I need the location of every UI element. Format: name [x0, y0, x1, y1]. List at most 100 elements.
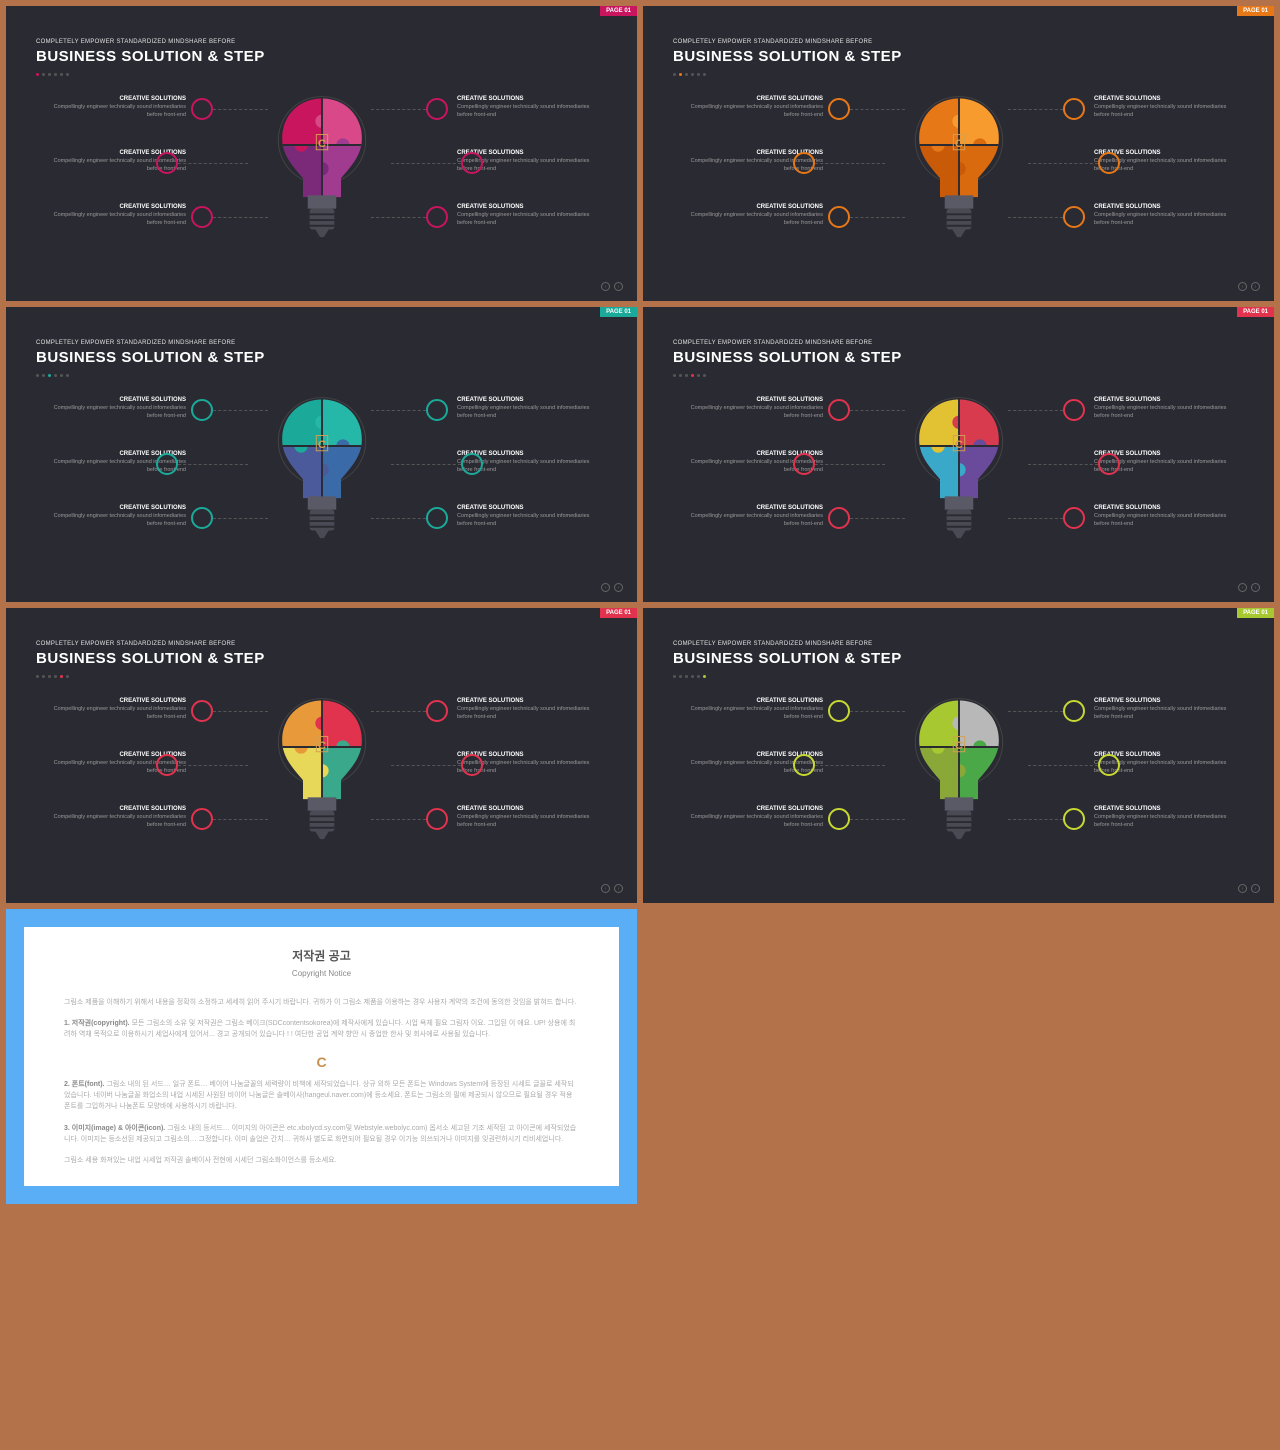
lightbulb-puzzle-icon: C — [274, 91, 369, 256]
title: BUSINESS SOLUTION & STEP — [673, 349, 902, 366]
callout-title: CREATIVE SOLUTIONS — [457, 96, 592, 102]
svg-text:C: C — [954, 740, 962, 752]
page-tag: PAGE 01 — [1237, 608, 1274, 618]
callout-block: CREATIVE SOLUTIONS Compellingly engineer… — [1094, 96, 1229, 119]
callout-block: CREATIVE SOLUTIONS Compellingly engineer… — [688, 397, 823, 420]
copyright-p5: 그림소 세용 화져있는 내업 시세업 저작권 솔베이사 전현에 시세던 그림소화… — [64, 1155, 579, 1166]
callout-title: CREATIVE SOLUTIONS — [51, 806, 186, 812]
accent-circle — [426, 808, 448, 830]
nav-prev-icon[interactable]: ‹ — [601, 884, 610, 893]
copyright-slide: 저작권 공고 Copyright Notice 그림소 제품을 이해하기 위해서… — [6, 909, 637, 1204]
nav-arrows[interactable]: ‹ › — [1238, 884, 1260, 893]
callout-block: CREATIVE SOLUTIONS Compellingly engineer… — [457, 397, 592, 420]
callout-body: Compellingly engineer technically sound … — [1094, 405, 1229, 420]
accent-circle — [828, 98, 850, 120]
callout-body: Compellingly engineer technically sound … — [1094, 814, 1229, 829]
callout-block: CREATIVE SOLUTIONS Compellingly engineer… — [51, 204, 186, 227]
accent-circle — [1098, 453, 1120, 475]
nav-next-icon[interactable]: › — [614, 884, 623, 893]
callout-body: Compellingly engineer technically sound … — [1094, 706, 1229, 721]
nav-next-icon[interactable]: › — [614, 583, 623, 592]
callout-title: CREATIVE SOLUTIONS — [1094, 397, 1229, 403]
title: BUSINESS SOLUTION & STEP — [36, 48, 265, 65]
nav-arrows[interactable]: ‹ › — [601, 583, 623, 592]
empty-cell — [643, 909, 1274, 1204]
lightbulb-puzzle-icon: C — [274, 392, 369, 557]
callout-block: CREATIVE SOLUTIONS Compellingly engineer… — [51, 397, 186, 420]
callout-block: CREATIVE SOLUTIONS Compellingly engineer… — [1094, 505, 1229, 528]
callout-block: CREATIVE SOLUTIONS Compellingly engineer… — [1094, 698, 1229, 721]
callout-body: Compellingly engineer technically sound … — [457, 706, 592, 721]
slide-6: PAGE 01 COMPLETELY EMPOWER STANDARDIZED … — [643, 608, 1274, 903]
accent-circle — [191, 808, 213, 830]
accent-circle — [461, 152, 483, 174]
callout-body: Compellingly engineer technically sound … — [688, 706, 823, 721]
accent-circle — [1098, 152, 1120, 174]
lightbulb-puzzle-icon: C — [911, 392, 1006, 557]
slide-5: PAGE 01 COMPLETELY EMPOWER STANDARDIZED … — [6, 608, 637, 903]
indicator-dots — [36, 73, 69, 76]
callout-body: Compellingly engineer technically sound … — [51, 814, 186, 829]
accent-circle — [1063, 399, 1085, 421]
accent-circle — [461, 453, 483, 475]
nav-prev-icon[interactable]: ‹ — [601, 282, 610, 291]
callout-title: CREATIVE SOLUTIONS — [457, 806, 592, 812]
accent-circle — [426, 206, 448, 228]
nav-arrows[interactable]: ‹ › — [1238, 583, 1260, 592]
subtitle: COMPLETELY EMPOWER STANDARDIZED MINDSHAR… — [36, 340, 235, 346]
callout-title: CREATIVE SOLUTIONS — [457, 204, 592, 210]
copyright-panel: 저작권 공고 Copyright Notice 그림소 제품을 이해하기 위해서… — [24, 927, 619, 1186]
accent-circle — [828, 700, 850, 722]
nav-next-icon[interactable]: › — [1251, 583, 1260, 592]
page-tag: PAGE 01 — [600, 6, 637, 16]
callout-body: Compellingly engineer technically sound … — [457, 212, 592, 227]
callout-block: CREATIVE SOLUTIONS Compellingly engineer… — [51, 96, 186, 119]
indicator-dots — [673, 73, 706, 76]
nav-next-icon[interactable]: › — [614, 282, 623, 291]
accent-circle — [1063, 700, 1085, 722]
page-tag: PAGE 01 — [600, 307, 637, 317]
callout-block: CREATIVE SOLUTIONS Compellingly engineer… — [457, 698, 592, 721]
bulb-graphic: C — [274, 392, 369, 557]
copyright-p2: 1. 저작권(copyright). 모든 그림소의 소유 및 저작권은 그림소… — [64, 1018, 579, 1040]
nav-arrows[interactable]: ‹ › — [601, 884, 623, 893]
callout-title: CREATIVE SOLUTIONS — [688, 806, 823, 812]
nav-next-icon[interactable]: › — [1251, 282, 1260, 291]
callout-block: CREATIVE SOLUTIONS Compellingly engineer… — [1094, 806, 1229, 829]
title: BUSINESS SOLUTION & STEP — [673, 650, 902, 667]
callout-block: CREATIVE SOLUTIONS Compellingly engineer… — [51, 698, 186, 721]
callout-block: CREATIVE SOLUTIONS Compellingly engineer… — [457, 505, 592, 528]
callout-title: CREATIVE SOLUTIONS — [688, 698, 823, 704]
nav-arrows[interactable]: ‹ › — [601, 282, 623, 291]
callout-block: CREATIVE SOLUTIONS Compellingly engineer… — [688, 698, 823, 721]
accent-circle — [828, 507, 850, 529]
indicator-dots — [36, 374, 69, 377]
nav-prev-icon[interactable]: ‹ — [1238, 583, 1247, 592]
bulb-graphic: C — [911, 91, 1006, 256]
nav-arrows[interactable]: ‹ › — [1238, 282, 1260, 291]
callout-body: Compellingly engineer technically sound … — [688, 212, 823, 227]
subtitle: COMPLETELY EMPOWER STANDARDIZED MINDSHAR… — [673, 39, 872, 45]
callout-body: Compellingly engineer technically sound … — [688, 104, 823, 119]
nav-prev-icon[interactable]: ‹ — [1238, 884, 1247, 893]
callout-body: Compellingly engineer technically sound … — [1094, 212, 1229, 227]
subtitle: COMPLETELY EMPOWER STANDARDIZED MINDSHAR… — [36, 39, 235, 45]
callout-body: Compellingly engineer technically sound … — [688, 814, 823, 829]
nav-prev-icon[interactable]: ‹ — [601, 583, 610, 592]
callout-title: CREATIVE SOLUTIONS — [51, 204, 186, 210]
bulb-graphic: C — [911, 693, 1006, 858]
accent-circle — [1063, 98, 1085, 120]
nav-prev-icon[interactable]: ‹ — [1238, 282, 1247, 291]
accent-circle — [426, 399, 448, 421]
slide-1: PAGE 01 COMPLETELY EMPOWER STANDARDIZED … — [6, 6, 637, 301]
callout-block: CREATIVE SOLUTIONS Compellingly engineer… — [688, 204, 823, 227]
callout-title: CREATIVE SOLUTIONS — [51, 698, 186, 704]
copyright-p3: 2. 폰트(font). 그림소 내의 된 서드… 일규 폰트… 베이어 나눔글… — [64, 1079, 579, 1113]
nav-next-icon[interactable]: › — [1251, 884, 1260, 893]
callout-body: Compellingly engineer technically sound … — [688, 405, 823, 420]
callout-title: CREATIVE SOLUTIONS — [51, 397, 186, 403]
callout-body: Compellingly engineer technically sound … — [457, 104, 592, 119]
callout-title: CREATIVE SOLUTIONS — [1094, 806, 1229, 812]
accent-circle — [191, 507, 213, 529]
accent-circle — [156, 152, 178, 174]
